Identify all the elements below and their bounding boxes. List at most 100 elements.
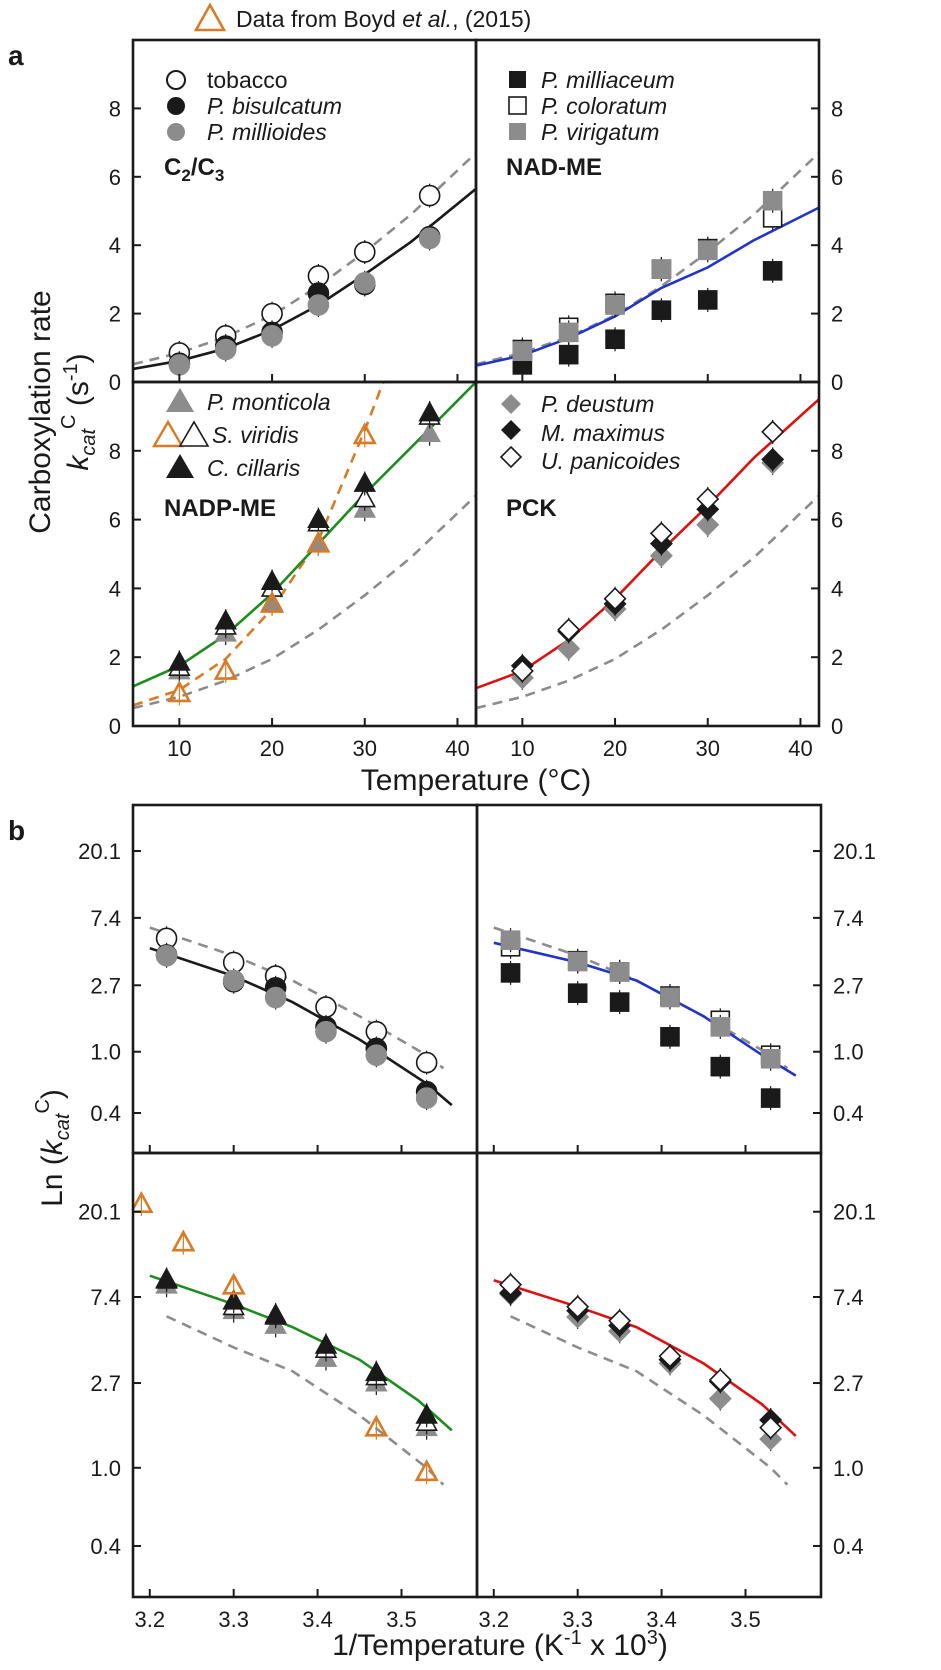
legend-marker-p-millioides	[167, 123, 185, 141]
data-point	[697, 240, 718, 261]
y-tick-label: 6	[831, 508, 843, 533]
y-tick-label: 6	[109, 508, 121, 533]
boyd-triangle-icon	[193, 2, 227, 32]
reference-fit-dashed	[493, 926, 789, 1070]
legend-nadme: P. milliaceum P. coloratum P. virigatum …	[506, 67, 675, 181]
y-tick-label: 2.7	[90, 973, 121, 998]
x-tick-label: 3.5	[730, 1607, 761, 1632]
data-point	[761, 447, 785, 471]
y-tick-label: 8	[831, 96, 843, 121]
x-tick-label: 10	[510, 736, 534, 761]
data-point	[214, 338, 237, 361]
data-point	[214, 609, 237, 630]
a-x-axis-title: Temperature (°C)	[361, 764, 591, 797]
y-tick-label: 7.4	[833, 906, 864, 931]
x-tick-label: 30	[696, 736, 720, 761]
data-point	[418, 227, 441, 250]
legend-label-tobacco: tobacco	[207, 67, 288, 93]
data-point	[658, 1344, 682, 1368]
data-point	[415, 1087, 438, 1109]
data-point	[307, 294, 330, 316]
y-tick-label: 2	[109, 302, 121, 327]
reference-fit-dashed	[476, 494, 819, 710]
data-point	[264, 1302, 287, 1324]
legend-label-p-coloratum: P. coloratum	[541, 93, 667, 119]
panel-letter-a: a	[8, 40, 24, 71]
series-p-millioides	[168, 226, 441, 377]
data-point	[365, 1360, 388, 1382]
legend-label-p-virigatum: P. virigatum	[541, 119, 659, 145]
y-tick-label: 0	[831, 370, 843, 395]
y-tick-label: 2.7	[90, 1371, 121, 1396]
series-tobacco	[168, 183, 441, 365]
data-point	[264, 986, 287, 1009]
data-point	[168, 354, 191, 376]
data-point	[608, 1309, 632, 1333]
y-tick-label: 0	[109, 714, 121, 739]
legend-marker-p-virigatum	[509, 123, 526, 140]
data-point	[566, 1295, 590, 1319]
data-point	[651, 259, 672, 279]
legend-marker-m-maximus	[501, 420, 521, 440]
reference-fit-dashed	[149, 926, 445, 1070]
panel-letter-b: b	[8, 815, 25, 846]
y-tick-label: 8	[831, 439, 843, 464]
data-point	[708, 1368, 732, 1392]
data-point	[221, 1272, 246, 1295]
chart-b-pck: 0.4 1.0 2.7 7.4 20.1 3.2 3.3 3.4 3.5	[475, 1151, 876, 1632]
x-tick-label: 3.3	[562, 1607, 593, 1632]
legend-marker-p-deustum	[501, 394, 521, 414]
x-tick-label: 20	[603, 736, 627, 761]
x-tick-label: 3.5	[386, 1607, 417, 1632]
legend-marker-tobacco	[166, 70, 186, 90]
y-tick-label: 8	[109, 96, 121, 121]
data-point	[415, 1403, 438, 1424]
data-point	[762, 190, 783, 211]
y-tick-label: 0.4	[833, 1101, 864, 1126]
data-point	[167, 680, 192, 703]
data-point	[696, 487, 720, 511]
data-point	[418, 421, 441, 443]
y-tick-label: 2	[109, 645, 121, 670]
legend-marker-p-milliaceum	[509, 71, 526, 88]
x-tick-label: 3.2	[478, 1607, 509, 1632]
series-p-virigatum	[500, 928, 781, 1071]
x-tick-label: 3.2	[134, 1607, 165, 1632]
series-u-panicoides	[499, 1272, 783, 1440]
y-tick-label: 20.1	[78, 839, 121, 864]
y-tick-label: 2.7	[833, 973, 864, 998]
data-point	[222, 1289, 245, 1310]
y-tick-label: 6	[831, 165, 843, 190]
b-y-axis-title: Ln (kcatC)	[32, 1089, 74, 1207]
pathway-fit-line	[493, 941, 797, 1077]
chart-b-c2c3: 0.4 1.0 2.7 7.4 20.1	[78, 803, 479, 1155]
data-point	[499, 1273, 523, 1297]
data-point	[260, 569, 284, 590]
legend-marker-c-cillaris	[166, 454, 194, 478]
data-point	[696, 513, 720, 537]
data-point	[259, 590, 285, 613]
pathway-fit-line	[149, 946, 453, 1107]
legend-label-s-viridis: S. viridis	[212, 422, 299, 448]
data-point	[762, 261, 783, 281]
data-point	[759, 1416, 783, 1440]
data-point	[418, 400, 441, 422]
data-point	[710, 1017, 731, 1037]
pathway-label-c2c3: C2/C3	[164, 154, 224, 185]
y-tick-label: 0.4	[833, 1534, 864, 1559]
data-point	[315, 1020, 337, 1043]
panel-frame	[131, 1151, 479, 1599]
data-point	[760, 1048, 781, 1069]
y-tick-label: 6	[109, 165, 121, 190]
series-c-cillaris	[168, 400, 441, 675]
plot-area: 0 2 4 6 8 0 2 4 6 8 0 2 4 6 8 10 20 30 40 0 2 4 6 8 10 20 30 40 0.4 1…	[78, 38, 876, 1632]
y-tick-label: 4	[109, 233, 121, 258]
series-p-milliaceum	[512, 258, 783, 377]
series-p-monticola	[155, 1273, 438, 1440]
series-p-millioides	[155, 943, 438, 1111]
chart-b-nadme: 0.4 1.0 2.7 7.4 20.1	[475, 803, 876, 1155]
y-tick-label: 8	[109, 439, 121, 464]
series-p-virigatum	[512, 188, 783, 364]
legend-nadpme: P. monticola S. viridis C. cillaris NADP…	[151, 388, 331, 522]
